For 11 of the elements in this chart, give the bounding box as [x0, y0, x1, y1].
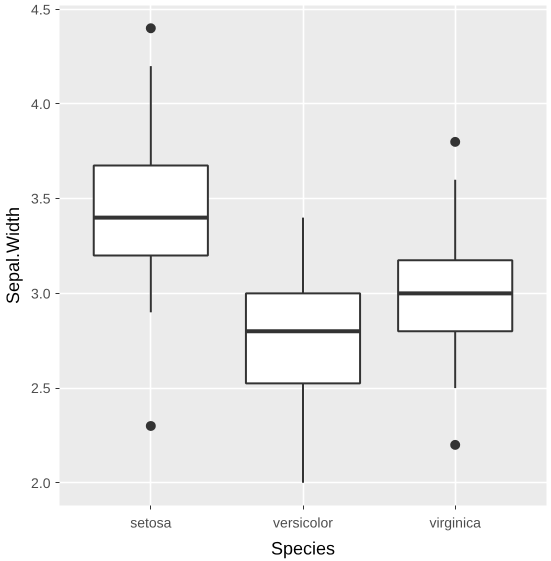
x-tick-label: versicolor — [273, 514, 334, 530]
y-tick-label: 3.5 — [31, 190, 51, 207]
y-tick-label: 3.0 — [31, 285, 51, 302]
y-tick-label: 2.0 — [31, 474, 51, 491]
y-axis-title: Sepal.Width — [3, 206, 24, 304]
x-tick-label: virginica — [430, 514, 482, 530]
y-tick-label: 2.5 — [31, 380, 51, 396]
y-tick-label: 4.0 — [31, 96, 51, 112]
x-axis-title: Species — [270, 538, 336, 558]
x-tick-label: setosa — [130, 514, 172, 530]
y-tick-label: 4.5 — [31, 1, 51, 18]
